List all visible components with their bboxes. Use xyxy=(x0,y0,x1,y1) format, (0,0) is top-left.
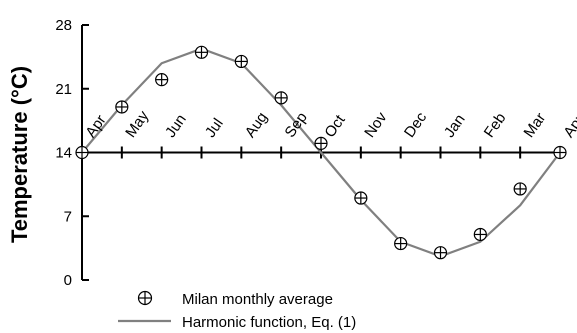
series-layer xyxy=(75,45,567,260)
x-tick-label: Apr xyxy=(82,112,109,141)
x-tick-label: Jan xyxy=(441,111,469,141)
harmonic-function-line xyxy=(81,47,561,258)
y-axis-label: Temperature (°C) xyxy=(7,66,32,243)
data-point-milan xyxy=(274,91,288,105)
y-tick-label: 14 xyxy=(55,145,72,162)
x-tick-label: Feb xyxy=(481,110,510,141)
x-tick-label: Jun xyxy=(162,111,190,141)
data-point-milan xyxy=(234,54,248,69)
data-point-milan xyxy=(115,100,129,114)
data-point-milan xyxy=(513,182,527,196)
data-point-milan xyxy=(354,191,368,205)
x-tick-label: Apr xyxy=(560,112,577,141)
y-tick-label: 0 xyxy=(64,272,72,289)
x-tick-label: Aug xyxy=(242,109,271,141)
data-point-milan xyxy=(394,236,408,251)
x-tick-label: May xyxy=(122,107,152,140)
x-tick-label: Dec xyxy=(401,109,431,141)
legend-label-harmonic: Harmonic function, Eq. (1) xyxy=(182,314,356,331)
data-point-milan xyxy=(433,246,448,260)
x-tick-label: Nov xyxy=(361,109,391,141)
data-point-milan xyxy=(155,73,169,87)
legend: Milan monthly average Harmonic function, … xyxy=(118,290,356,331)
data-point-milan xyxy=(194,45,209,59)
x-tick-label: Oct xyxy=(321,111,349,141)
y-tick-label: 7 xyxy=(64,208,72,225)
legend-label-milan: Milan monthly average xyxy=(182,291,333,308)
data-point-milan xyxy=(473,227,487,242)
data-point-milan xyxy=(75,145,89,160)
x-tick-label: Mar xyxy=(521,110,550,141)
x-tick-label: Jul xyxy=(202,115,227,140)
data-point-milan xyxy=(314,136,328,150)
y-tick-label: 28 xyxy=(55,17,72,34)
y-tick-label: 21 xyxy=(55,81,72,98)
legend-marker-icon xyxy=(137,290,153,306)
data-point-milan xyxy=(553,145,567,160)
